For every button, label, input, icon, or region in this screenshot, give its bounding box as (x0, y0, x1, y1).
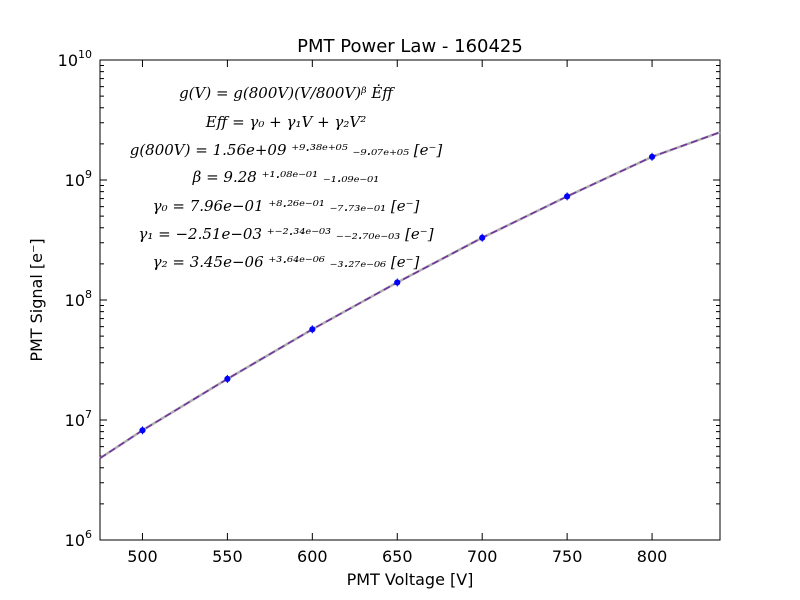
fit-annotation-line: Eff = γ₀ + γ₁V + γ₂V² (205, 113, 367, 131)
data-point (564, 193, 571, 200)
y-tick-label: 106 (65, 528, 92, 550)
fit-annotation-line: g(800V) = 1.56e+09 ⁺⁹·³⁸ᵉ⁺⁰⁵ ₋₉.₀₇ₑ₊₀₅ [… (130, 141, 443, 159)
data-point (648, 153, 656, 160)
x-tick-label: 800 (637, 547, 668, 566)
y-tick-label: 109 (65, 168, 92, 190)
data-point (139, 427, 146, 434)
y-axis-label: PMT Signal [e⁻] (27, 238, 46, 361)
data-point (394, 279, 401, 286)
y-tick-label-base: 10 (65, 171, 85, 190)
y-tick-label: 108 (65, 288, 92, 310)
fit-annotation-line: β = 9.28 ⁺¹·⁰⁸ᵉ⁻⁰¹ ₋₁.₀₉ₑ₋₀₁ (192, 168, 380, 186)
chart-title: PMT Power Law - 160425 (297, 36, 523, 57)
x-tick-label: 600 (297, 547, 328, 566)
x-tick-label: 700 (467, 547, 498, 566)
x-tick-label: 750 (552, 547, 583, 566)
x-tick-label: 550 (212, 547, 243, 566)
fit-annotations: g(V) = g(800V)(V/800V)ᵝ Ėff Eff = γ₀ + γ₁… (130, 84, 443, 271)
y-tick-label-exp: 7 (85, 408, 92, 421)
y-tick-label-base: 10 (65, 411, 85, 430)
x-tick-label: 650 (382, 547, 413, 566)
data-point (309, 326, 316, 333)
y-tick-label: 1010 (58, 48, 92, 70)
y-tick-label-exp: 6 (85, 528, 92, 541)
y-tick-label-base: 10 (58, 51, 78, 70)
fit-annotation-line: γ₁ = −2.51e−03 ⁺⁻²·³⁴ᵉ⁻⁰³ ₋₋₂.₇₀ₑ₋₀₃ [e⁻… (138, 225, 433, 243)
y-tick-label-base: 10 (65, 291, 85, 310)
y-tick-label: 107 (65, 408, 92, 430)
x-tick-label: 500 (127, 547, 158, 566)
fit-annotation-line: γ₂ = 3.45e−06 ⁺³·⁶⁴ᵉ⁻⁰⁶ ₋₃.₂₇ₑ₋₀₆ [e⁻] (153, 253, 420, 271)
y-tick-label-base: 10 (65, 531, 85, 550)
fit-annotation-line: γ₀ = 7.96e−01 ⁺⁸·²⁶ᵉ⁻⁰¹ ₋₇.₇₃ₑ₋₀₁ [e⁻] (153, 197, 420, 215)
data-point (479, 234, 486, 241)
x-axis-label: PMT Voltage [V] (347, 570, 474, 589)
data-point (224, 375, 231, 383)
fit-annotation-line: g(V) = g(800V)(V/800V)ᵝ Ėff (179, 84, 395, 102)
y-tick-label-exp: 10 (78, 48, 92, 61)
y-tick-label-exp: 8 (85, 288, 92, 301)
y-tick-label-exp: 9 (85, 168, 92, 181)
